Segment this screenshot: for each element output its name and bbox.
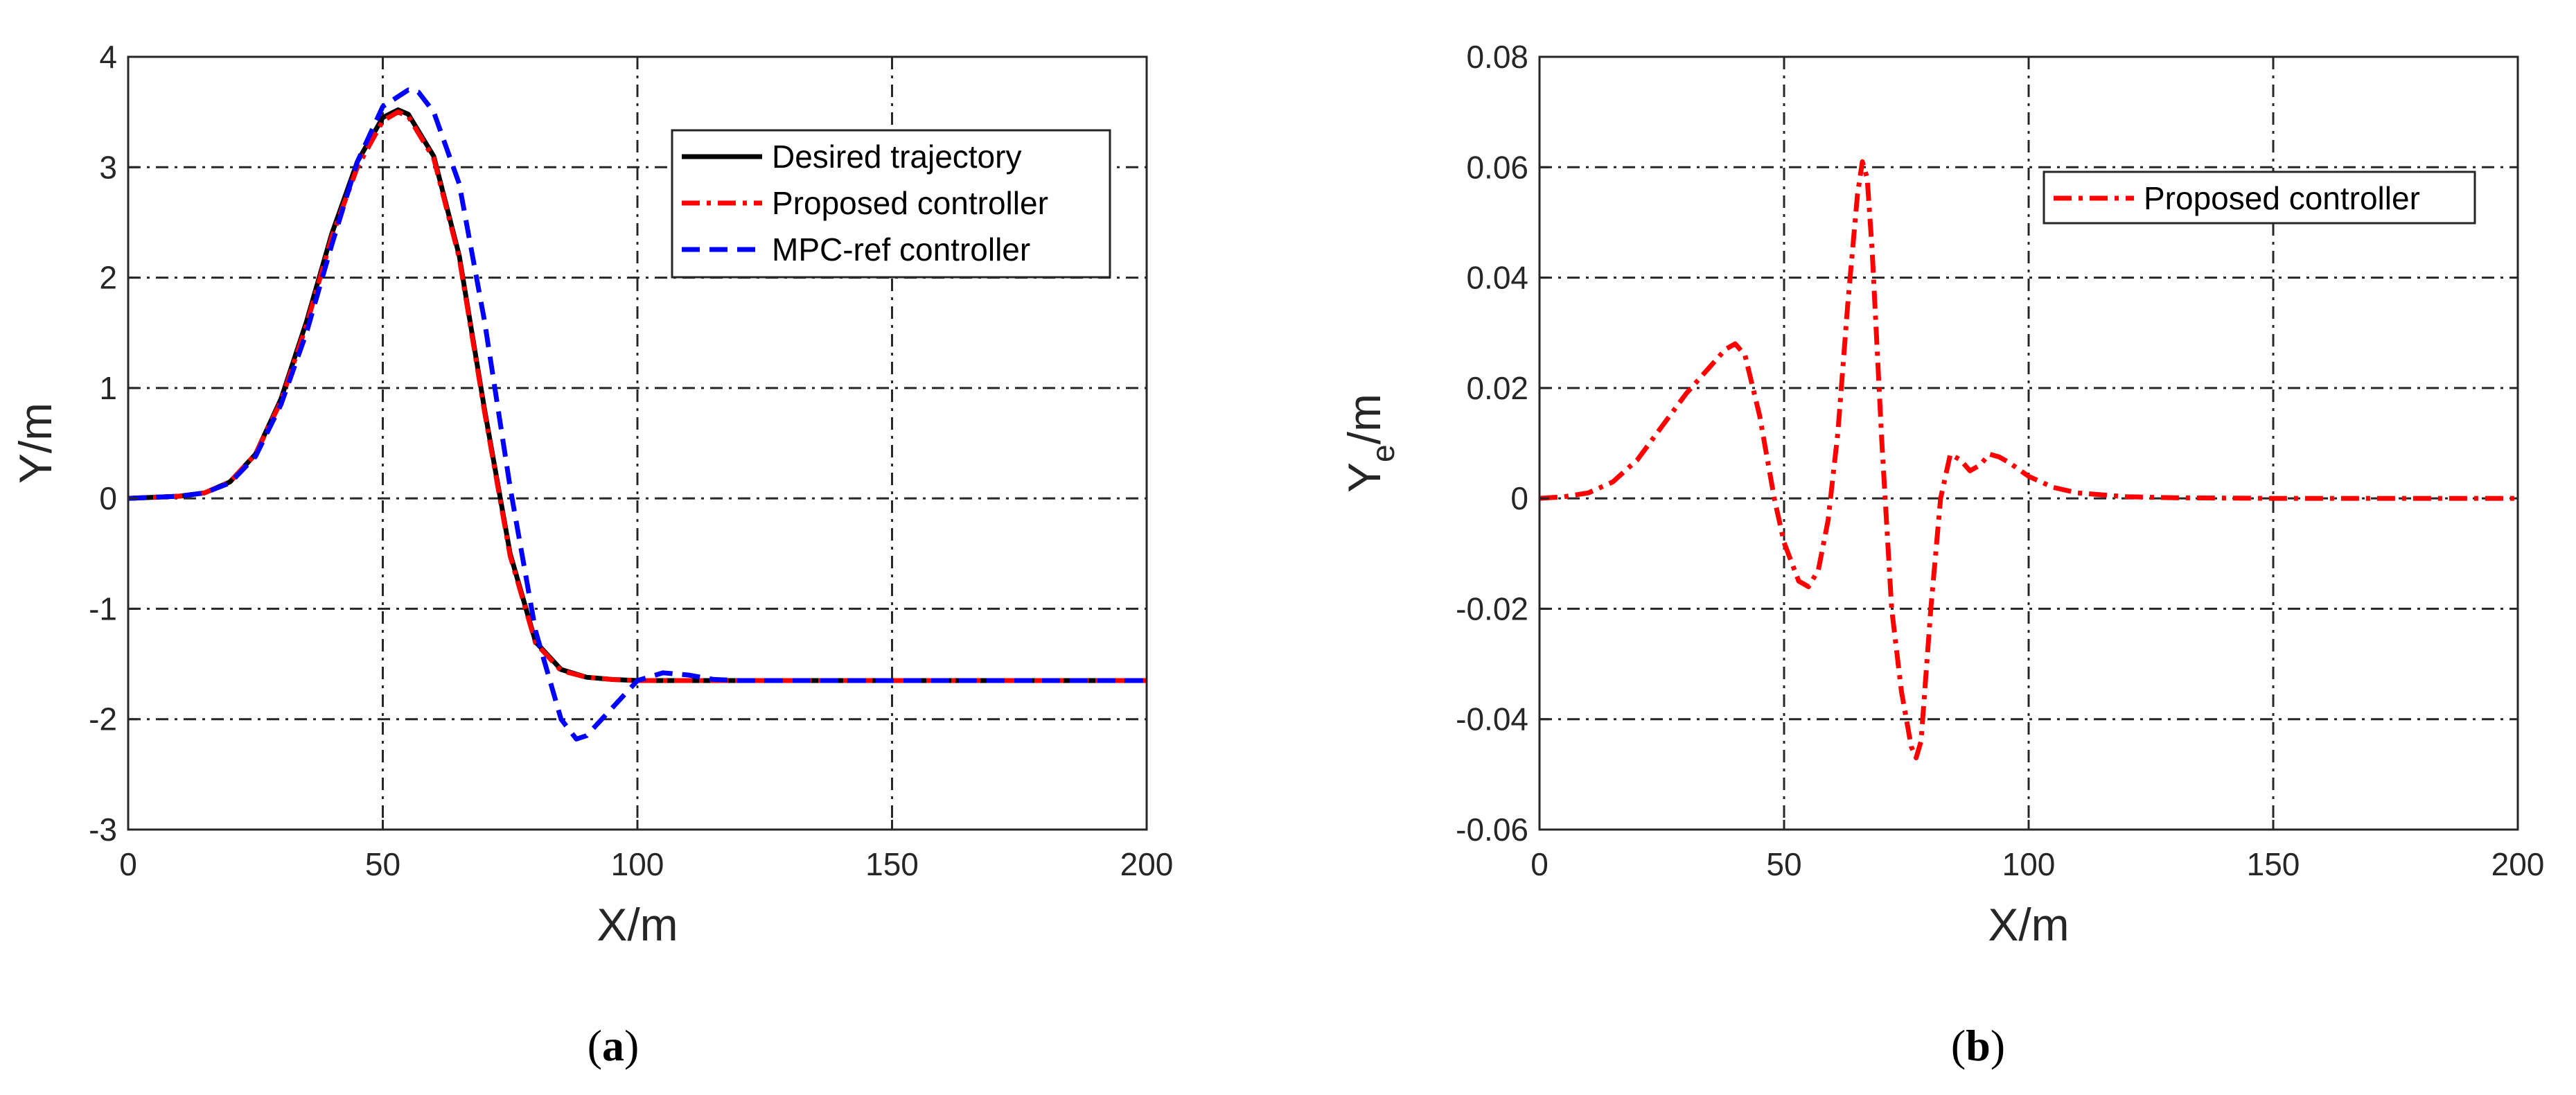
caption-open-paren-b: ( xyxy=(1951,1021,1966,1070)
caption-open-paren-a: ( xyxy=(588,1021,602,1070)
y-tick-label: 2 xyxy=(99,260,117,296)
y-axis-label-a: Y/m xyxy=(10,403,61,484)
y-tick-label: -2 xyxy=(89,701,117,737)
tick-labels-a: 0 50 100 150 200 -3 -2 -1 0 1 2 3 4 xyxy=(89,39,1173,882)
x-tick-label: 200 xyxy=(2491,846,2545,882)
x-tick-label: 100 xyxy=(611,846,664,882)
chart-panel-a: 0 50 100 150 200 -3 -2 -1 0 1 2 3 4 X/m Y/m Desired … xyxy=(10,39,1173,1070)
caption-close-paren-a: ) xyxy=(624,1021,639,1070)
panel-caption-a: (a) xyxy=(588,1021,639,1070)
x-axis-label-a: X/m xyxy=(597,899,678,950)
x-tick-label: 50 xyxy=(1766,846,1801,882)
y-tick-label: -0.02 xyxy=(1456,590,1528,627)
caption-letter-a: a xyxy=(602,1021,624,1070)
legend-a: Desired trajectory Proposed controller MPC… xyxy=(671,129,1111,279)
legend-entry-label: Proposed controller xyxy=(772,185,1048,221)
x-tick-label: 100 xyxy=(2002,846,2056,882)
y-tick-label: 0.08 xyxy=(1466,39,1528,75)
x-tick-label: 200 xyxy=(1120,846,1174,882)
y-tick-label: 0.04 xyxy=(1466,260,1528,296)
legend-entry-label: Desired trajectory xyxy=(772,139,1021,175)
y-tick-label: 0.06 xyxy=(1466,149,1528,185)
y-axis-label-main-b: Y xyxy=(1339,462,1390,493)
y-tick-label: 0 xyxy=(1510,480,1528,516)
series-line-proposed-controller xyxy=(1539,159,2518,760)
caption-letter-b: b xyxy=(1966,1021,1991,1070)
series-group-b xyxy=(1539,159,2518,760)
series-group-a xyxy=(127,87,1147,742)
y-tick-label: 3 xyxy=(99,149,117,185)
y-tick-label: 0.02 xyxy=(1466,370,1528,406)
legend-entry-label: MPC-ref controller xyxy=(772,231,1030,268)
x-axis-label-b: X/m xyxy=(1988,899,2069,950)
y-tick-label: -3 xyxy=(89,812,117,848)
legend-entry-label: Proposed controller xyxy=(2144,180,2420,216)
x-tick-label: 0 xyxy=(1530,846,1549,882)
x-tick-label: 150 xyxy=(2247,846,2300,882)
y-tick-label: -1 xyxy=(89,590,117,627)
grid-lines-a xyxy=(128,57,1147,830)
y-tick-label: 1 xyxy=(99,370,117,406)
chart-panel-b: 0 50 100 150 200 -0.06 -0.04 -0.02 0 0.02 0.04 0.06… xyxy=(1339,39,2544,1070)
series-line-proposed-controller xyxy=(127,110,1147,683)
tick-labels-b: 0 50 100 150 200 -0.06 -0.04 -0.02 0 0.02 0.04 0.06… xyxy=(1456,39,2544,882)
x-tick-label: 50 xyxy=(365,846,400,882)
y-axis-label-sub-b: e xyxy=(1365,444,1401,462)
panel-caption-b: (b) xyxy=(1951,1021,2005,1070)
y-tick-label: -0.06 xyxy=(1456,812,1528,848)
y-axis-label-b: Ye/m xyxy=(1339,394,1401,493)
x-tick-label: 150 xyxy=(865,846,919,882)
y-tick-label: -0.04 xyxy=(1456,701,1528,737)
x-tick-label: 0 xyxy=(119,846,137,882)
y-axis-label-tail-b: /m xyxy=(1339,394,1390,444)
y-tick-label: 4 xyxy=(99,39,117,75)
legend-b: Proposed controller xyxy=(2043,170,2476,225)
caption-close-paren-b: ) xyxy=(1991,1021,2005,1070)
y-tick-label: 0 xyxy=(99,480,117,516)
